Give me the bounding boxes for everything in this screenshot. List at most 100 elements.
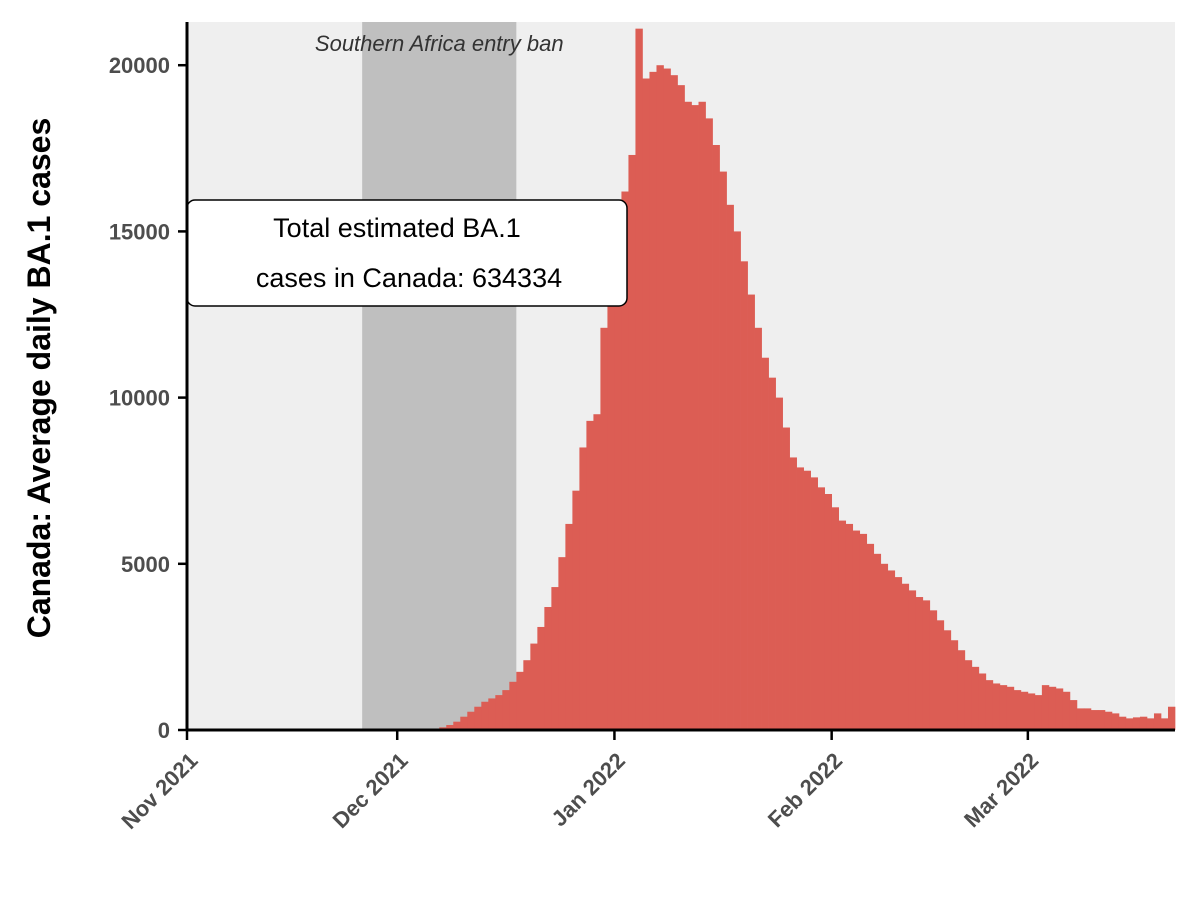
bar-day-32 xyxy=(642,79,649,730)
bar-day-10 xyxy=(488,698,495,730)
bar-day-87 xyxy=(1028,693,1035,730)
bar-day-60 xyxy=(839,521,846,730)
bar-day-83 xyxy=(1000,685,1007,730)
bar-day-86 xyxy=(1021,692,1028,730)
bar-day-69 xyxy=(902,584,909,730)
bar-day-24 xyxy=(586,421,593,730)
bar-day-54 xyxy=(797,467,804,730)
bar-day-80 xyxy=(979,673,986,730)
bar-day-14 xyxy=(516,672,523,730)
x-tick-label-3: Feb 2022 xyxy=(763,748,847,832)
bar-day-101 xyxy=(1126,718,1133,730)
bar-day-89 xyxy=(1042,685,1049,730)
bar-day-22 xyxy=(572,491,579,730)
bar-day-34 xyxy=(656,65,663,730)
x-tick-label-2: Jan 2022 xyxy=(547,748,630,831)
bar-day-42 xyxy=(713,145,720,730)
bar-day-73 xyxy=(930,610,937,730)
bar-day-50 xyxy=(769,378,776,730)
bar-day-78 xyxy=(965,660,972,730)
bar-day-15 xyxy=(523,660,530,730)
bar-day-91 xyxy=(1056,688,1063,730)
bar-day-90 xyxy=(1049,687,1056,730)
x-tick-label-4: Mar 2022 xyxy=(959,748,1043,832)
bar-day-74 xyxy=(937,620,944,730)
bar-day-72 xyxy=(923,600,930,730)
bar-day-68 xyxy=(895,577,902,730)
annotation-line-1: Total estimated BA.1 xyxy=(273,213,521,243)
bar-day-39 xyxy=(692,105,699,730)
bar-day-9 xyxy=(481,702,488,730)
bar-day-104 xyxy=(1147,718,1154,730)
bar-day-23 xyxy=(579,447,586,730)
bar-day-71 xyxy=(916,597,923,730)
bar-day-13 xyxy=(509,682,516,730)
bar-day-75 xyxy=(944,630,951,730)
x-tick-label-0: Nov 2021 xyxy=(117,748,203,834)
bar-day-58 xyxy=(825,494,832,730)
bar-day-44 xyxy=(727,205,734,730)
x-tick-label-1: Dec 2021 xyxy=(328,748,413,833)
bar-day-67 xyxy=(888,570,895,730)
bar-day-97 xyxy=(1098,710,1105,730)
bar-day-8 xyxy=(474,707,481,730)
y-tick-label-4: 20000 xyxy=(109,53,170,78)
bar-day-30 xyxy=(628,155,635,730)
bar-day-52 xyxy=(783,428,790,730)
bar-day-53 xyxy=(790,457,797,730)
bar-day-12 xyxy=(502,690,509,730)
bar-day-40 xyxy=(699,102,706,730)
bar-day-93 xyxy=(1070,700,1077,730)
bar-day-28 xyxy=(614,241,621,730)
bar-day-25 xyxy=(593,414,600,730)
entry-ban-shaded-region xyxy=(362,22,516,730)
bar-day-59 xyxy=(832,507,839,730)
bar-day-7 xyxy=(467,712,474,730)
bar-day-96 xyxy=(1091,710,1098,730)
bar-day-99 xyxy=(1112,713,1119,730)
bar-day-36 xyxy=(670,75,677,730)
bar-day-26 xyxy=(600,328,607,730)
bar-day-35 xyxy=(663,69,670,730)
bar-day-63 xyxy=(860,534,867,730)
bar-day-51 xyxy=(776,398,783,730)
bar-day-103 xyxy=(1140,717,1147,730)
bar-day-76 xyxy=(951,640,958,730)
bar-day-105 xyxy=(1154,713,1161,730)
bar-day-100 xyxy=(1119,717,1126,730)
bar-day-46 xyxy=(741,261,748,730)
bar-day-48 xyxy=(755,328,762,730)
bar-day-66 xyxy=(881,564,888,730)
y-tick-label-0: 0 xyxy=(158,718,170,743)
bar-day-19 xyxy=(551,587,558,730)
bar-day-55 xyxy=(804,471,811,730)
bar-day-70 xyxy=(909,590,916,730)
bar-day-82 xyxy=(993,683,1000,730)
bar-day-95 xyxy=(1084,708,1091,730)
bar-day-37 xyxy=(678,85,685,730)
bar-day-11 xyxy=(495,695,502,730)
bar-day-77 xyxy=(958,650,965,730)
bar-day-61 xyxy=(846,524,853,730)
bar-day-41 xyxy=(706,118,713,730)
bar-day-62 xyxy=(853,531,860,730)
bar-day-17 xyxy=(537,627,544,730)
x-axis-ticks: Nov 2021 Dec 2021 Jan 2022 Feb 2022 Mar 2022 xyxy=(117,730,1044,834)
total-cases-annotation: Total estimated BA.1 cases in Canada: 63… xyxy=(187,200,627,306)
bar-day-81 xyxy=(986,680,993,730)
bar-day-47 xyxy=(748,295,755,730)
bar-day-33 xyxy=(649,72,656,730)
y-axis-label: Canada: Average daily BA.1 cases xyxy=(21,118,57,639)
bar-day-65 xyxy=(874,554,881,730)
y-tick-label-2: 10000 xyxy=(109,386,170,411)
bar-day-107 xyxy=(1168,707,1175,730)
bar-day-27 xyxy=(607,301,614,730)
bar-day-94 xyxy=(1077,708,1084,730)
y-tick-label-3: 15000 xyxy=(109,219,170,244)
bar-day-92 xyxy=(1063,692,1070,730)
bar-day-31 xyxy=(635,29,642,730)
bar-day-18 xyxy=(544,607,551,730)
bar-day-6 xyxy=(460,717,467,730)
bar-day-20 xyxy=(558,557,565,730)
